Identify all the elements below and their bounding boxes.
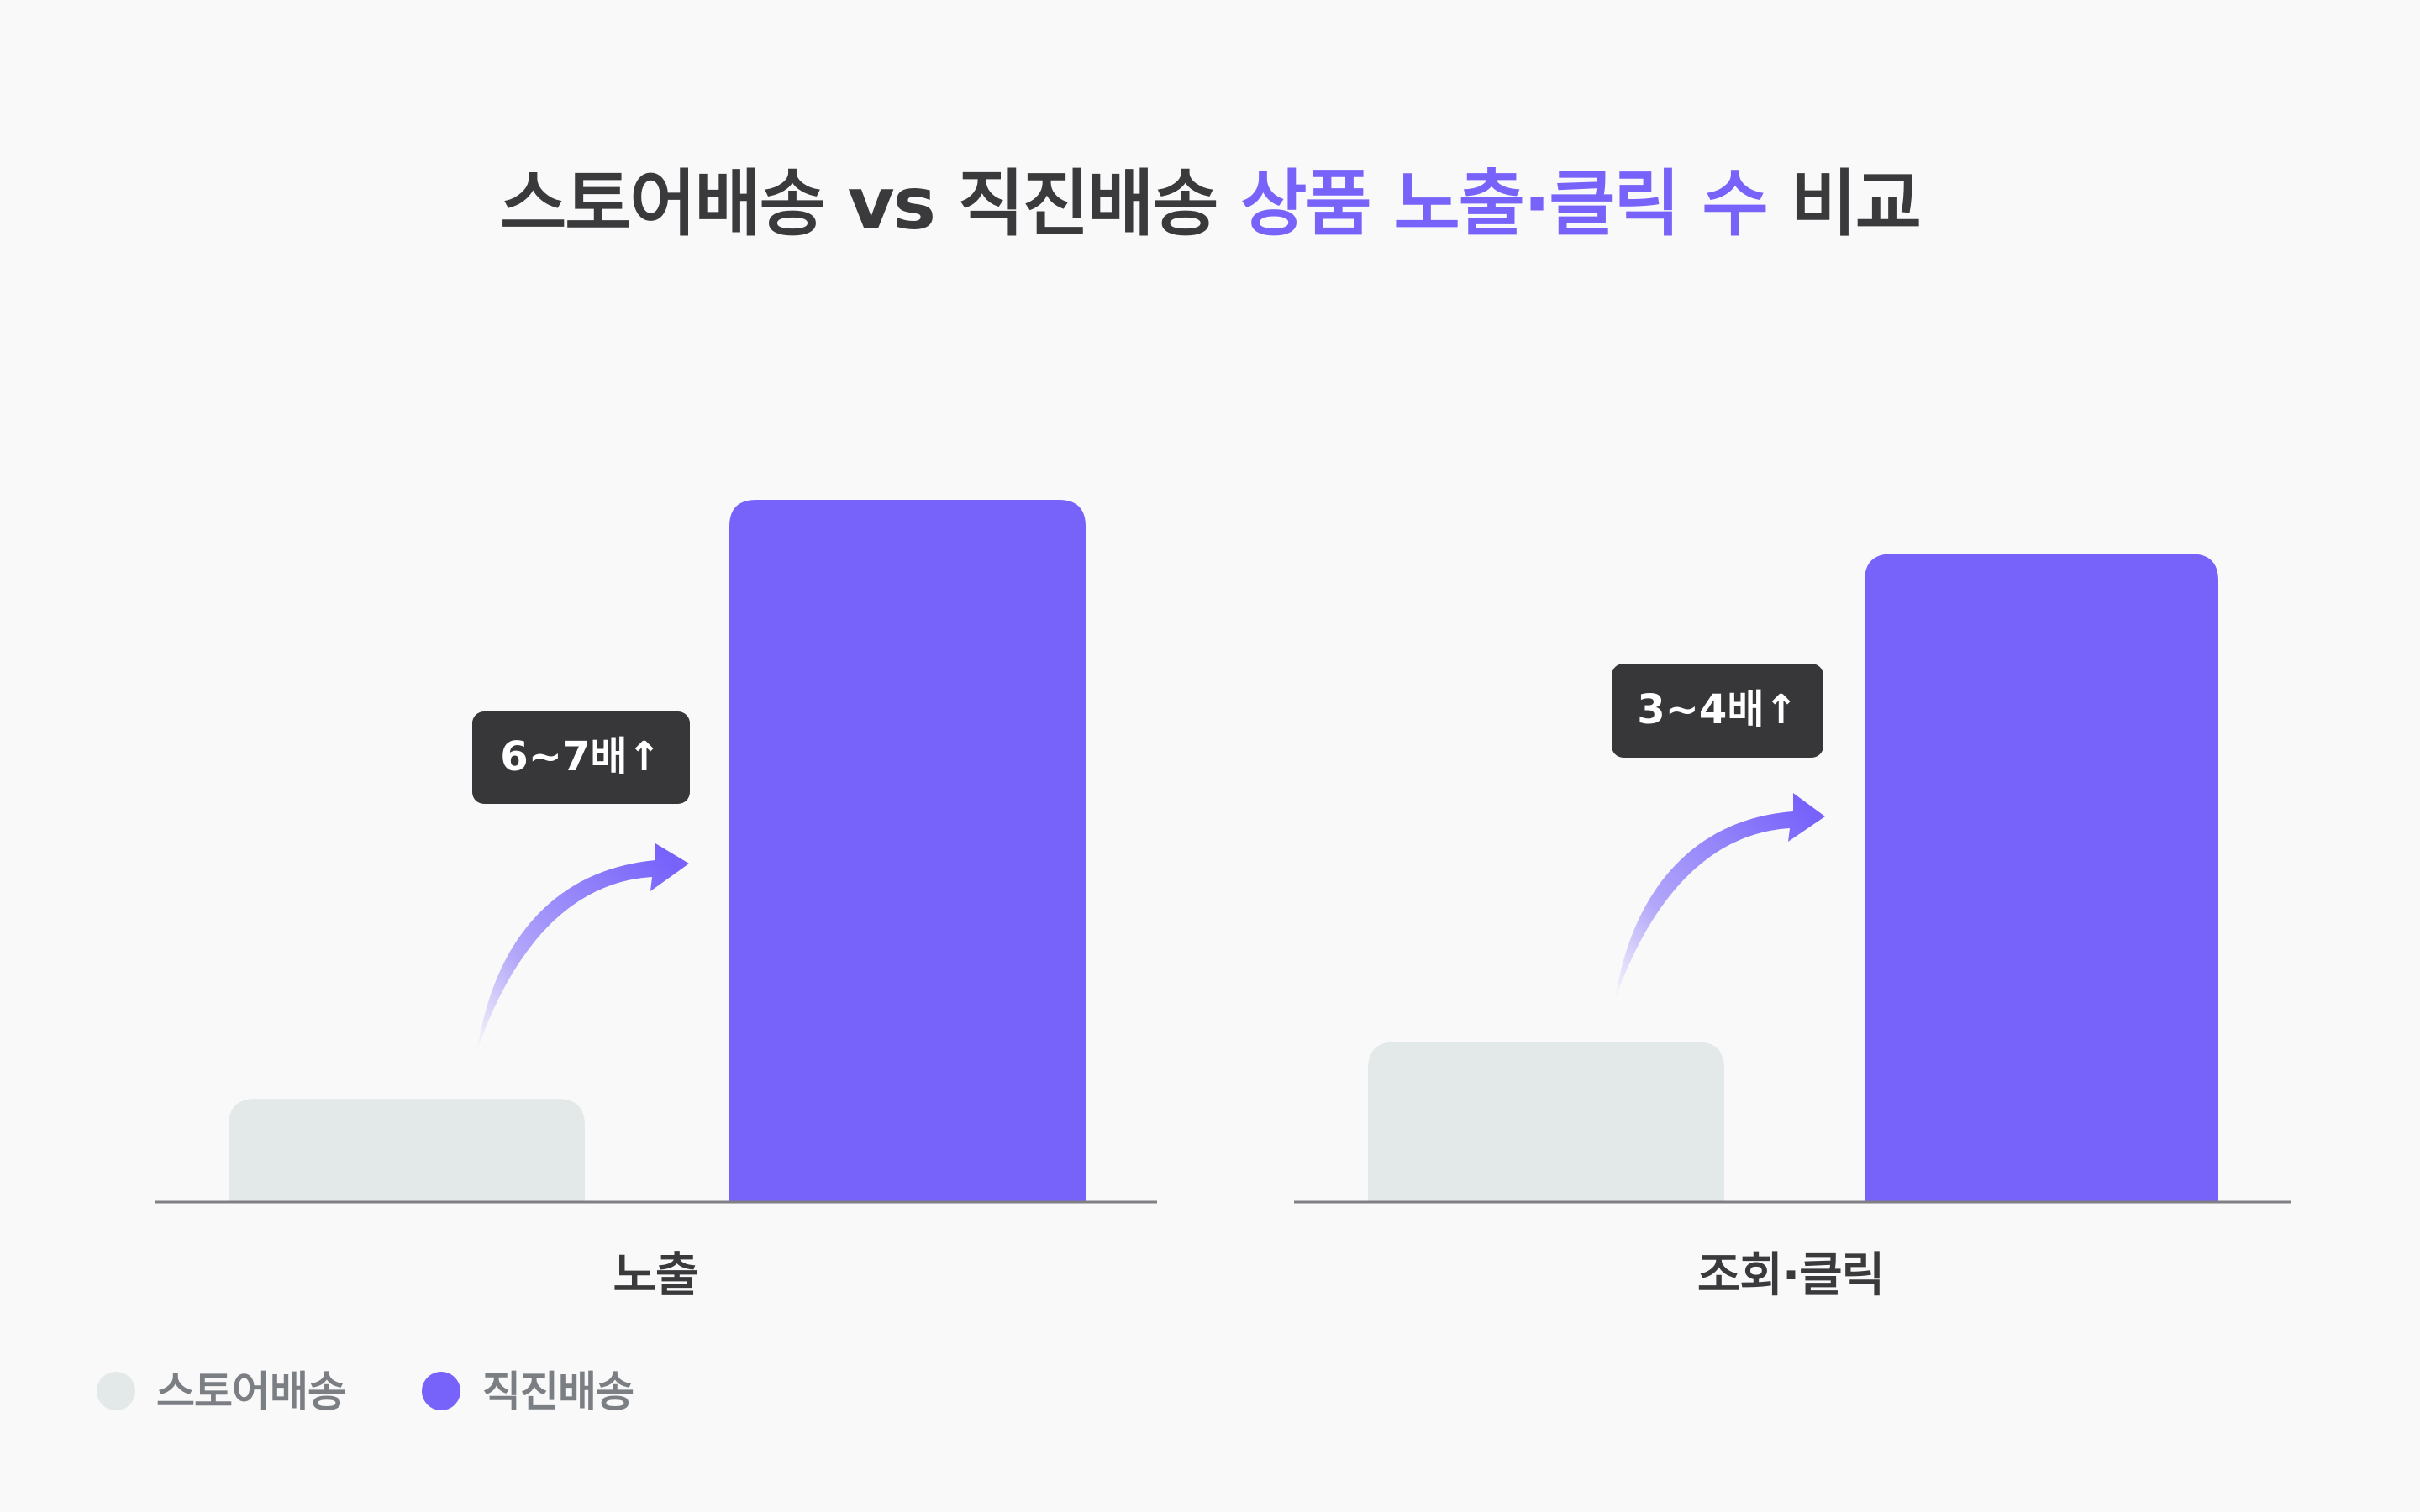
multiplier-badge-view-click: [1612, 664, 1823, 758]
panel-exposure: 6~7배↑ 노출: [155, 500, 1157, 1303]
legend-label-direct-delivery: 직진배송: [482, 1368, 634, 1416]
bar-exposure-store-delivery: [229, 1099, 585, 1202]
multiplier-badge-view-click-text: 3~4배↑: [1637, 686, 1797, 733]
bar-view-click-store-delivery: [1368, 1042, 1724, 1202]
multiplier-badge-exposure: [472, 711, 690, 804]
growth-arrow-view-click: [1615, 793, 1825, 1000]
chart-title-part-1: 스토어배송 vs 직진배송: [500, 162, 1240, 246]
chart-title: 스토어배송 vs 직진배송 상품 노출·클릭 수 비교: [500, 162, 1920, 246]
legend-label-store-delivery: 스토어배송: [156, 1368, 345, 1416]
chart-title-part-2: 상품 노출·클릭 수: [1240, 162, 1766, 246]
chart-title-part-3: 비교: [1767, 162, 1920, 246]
category-label-view-click: 조회·클릭: [1697, 1248, 1884, 1303]
legend-swatch-store-delivery: [97, 1372, 135, 1410]
panel-view-click: 3~4배↑ 조회·클릭: [1294, 554, 2291, 1303]
multiplier-badge-exposure-text: 6~7배↑: [500, 733, 660, 780]
bar-exposure-direct-delivery: [729, 500, 1086, 1202]
category-label-exposure: 노출: [613, 1248, 697, 1303]
bar-view-click-direct-delivery: [1865, 554, 2218, 1202]
legend-swatch-direct-delivery: [422, 1372, 460, 1410]
growth-arrow-exposure: [477, 843, 689, 1050]
legend: 스토어배송 직진배송: [97, 1368, 634, 1416]
